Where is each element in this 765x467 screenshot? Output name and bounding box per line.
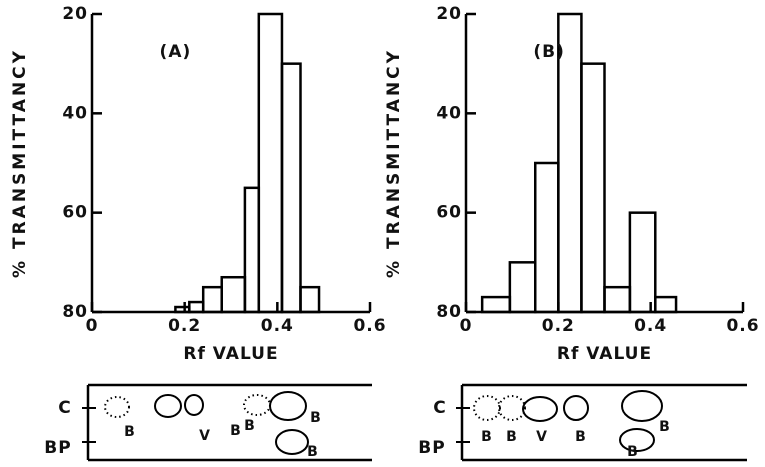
row-label: C [433, 398, 446, 418]
spot-label: B [506, 429, 518, 445]
spot-label: B [310, 410, 322, 426]
spot [269, 391, 307, 421]
x-tick-label: 0 [86, 316, 99, 336]
spot [154, 394, 182, 418]
histogram-bar [480, 295, 512, 314]
spot-label: V [536, 429, 548, 445]
row-label: BP [44, 438, 71, 458]
y-tick-label: 40 [62, 103, 88, 123]
spot-label: B [307, 444, 319, 460]
x-tick-label: 0.2 [168, 316, 201, 336]
x-tick-label: 0.4 [634, 316, 667, 336]
row-label: BP [418, 438, 445, 458]
x-tick-label: 0.6 [353, 316, 386, 336]
histogram-bar [188, 300, 205, 314]
row-label: C [58, 398, 71, 418]
annotation: (A) [160, 42, 192, 62]
spot-label: B [244, 418, 256, 434]
spot-label: B [575, 429, 587, 445]
y-tick-label: 80 [436, 302, 462, 322]
histogram-bar [603, 285, 632, 314]
spot-label: B [230, 423, 242, 439]
histogram-bar [201, 285, 223, 314]
histogram-bar [628, 211, 657, 314]
spot [243, 394, 271, 416]
y-axis-label: % TRANSMITTANCY [384, 48, 404, 278]
spot [184, 394, 204, 416]
y-axis-label: % TRANSMITTANCY [10, 48, 30, 278]
spot [621, 390, 663, 422]
spot [104, 396, 130, 418]
spot-label: B [124, 424, 136, 440]
histogram-bar [299, 285, 321, 314]
spot [473, 395, 501, 421]
histogram-bar [257, 12, 284, 314]
histogram-bar [243, 186, 261, 314]
spot-label: B [659, 419, 671, 435]
x-tick-label: 0.6 [726, 316, 759, 336]
spot [275, 429, 309, 455]
spot [563, 395, 589, 421]
x-axis-label: Rf VALUE [183, 344, 278, 364]
histogram-bar [654, 295, 678, 314]
y-tick-label: 20 [62, 4, 88, 24]
histogram-bar [280, 62, 302, 314]
x-tick-label: 0 [460, 316, 473, 336]
histogram-bar [508, 261, 537, 314]
spot [498, 395, 526, 421]
histogram-bar [220, 275, 247, 314]
y-tick-label: 20 [436, 4, 462, 24]
spot-label: V [199, 428, 211, 444]
annotation: (B) [533, 42, 565, 62]
y-tick-label: 40 [436, 103, 462, 123]
y-tick-label: 60 [62, 203, 88, 223]
histogram-bar [534, 161, 560, 314]
x-axis-label: Rf VALUE [557, 344, 652, 364]
spot [619, 428, 655, 452]
x-tick-label: 0.4 [261, 316, 294, 336]
y-tick-label: 60 [436, 203, 462, 223]
spot [522, 396, 558, 422]
x-tick-label: 0.2 [542, 316, 575, 336]
histogram-bar [580, 62, 606, 314]
y-tick-label: 80 [62, 302, 88, 322]
spot-label: B [481, 429, 493, 445]
spot-label: B [627, 444, 639, 460]
